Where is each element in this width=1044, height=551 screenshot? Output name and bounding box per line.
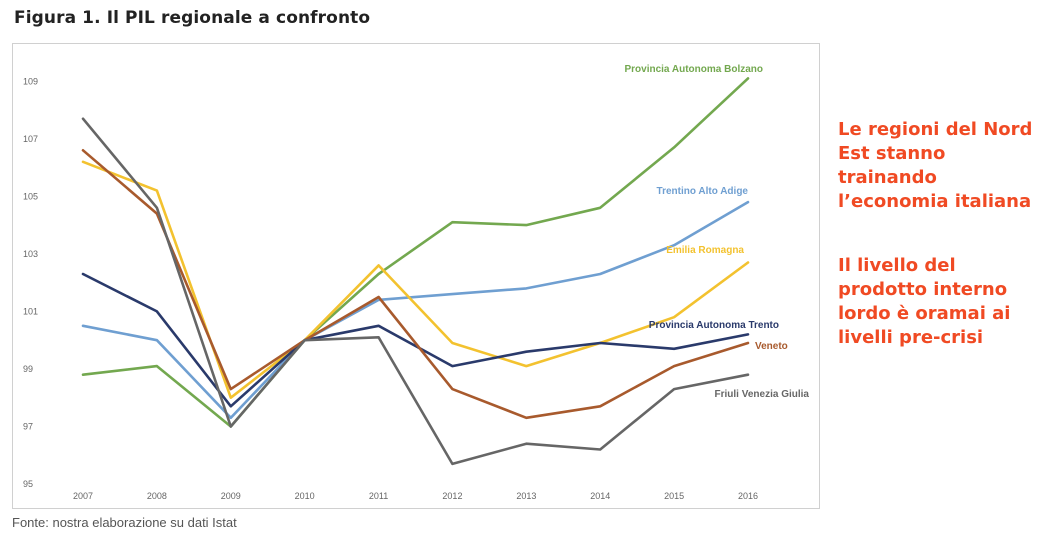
series-label-veneto: Veneto (755, 341, 788, 352)
line-chart: 95 97 99 101 103 105 107 109 2007 2008 2009 2010 201… (23, 64, 810, 501)
x-tick-label: 2012 (442, 491, 462, 501)
y-tick-label: 101 (23, 306, 38, 316)
x-tick-label: 2010 (295, 491, 315, 501)
x-tick-label: 2011 (369, 491, 388, 501)
x-tick-label: 2007 (73, 491, 93, 501)
x-tick-label: 2013 (516, 491, 536, 501)
x-tick-label: 2014 (590, 491, 610, 501)
y-tick-label: 97 (23, 421, 33, 431)
chart-area: 95 97 99 101 103 105 107 109 2007 2008 2009 2010 201… (12, 43, 820, 509)
y-tick-label: 107 (23, 134, 38, 144)
series-line-provincia-autonoma-bolzano (81, 77, 750, 428)
y-tick-label: 95 (23, 479, 33, 489)
series-line-emilia-romagna (81, 160, 750, 400)
series-label-trentino-alto-adige: Trentino Alto Adige (657, 186, 749, 197)
series-label-emilia-romagna: Emilia Romagna (666, 245, 744, 256)
series-label-friuli-venezia-giulia: Friuli Venezia Giulia (715, 389, 810, 400)
x-tick-label: 2016 (738, 491, 758, 501)
series-line-provincia-autonoma-trento (81, 272, 750, 408)
series-line-veneto (81, 149, 750, 420)
series-line-friuli-venezia-giulia (81, 117, 750, 466)
series-line-trentino-alto-adige (81, 200, 750, 420)
sidebar-highlight-1: Le regioni del Nord Est stanno trainando… (838, 119, 1033, 212)
x-tick-label: 2009 (221, 491, 241, 501)
figure-title: Figura 1. Il PIL regionale a confronto (14, 8, 371, 28)
y-tick-label: 105 (23, 191, 38, 201)
source-caption: Fonte: nostra elaborazione su dati Istat (12, 515, 237, 530)
series-label-provincia-autonoma-bolzano: Provincia Autonoma Bolzano (624, 64, 763, 75)
y-tick-label: 99 (23, 364, 33, 374)
x-tick-label: 2015 (664, 491, 684, 501)
y-tick-label: 109 (23, 76, 38, 86)
sidebar-highlight-2: Il livello del prodotto interno lordo è … (838, 255, 1011, 348)
y-tick-label: 103 (23, 249, 38, 259)
x-tick-label: 2008 (147, 491, 167, 501)
series-label-provincia-autonoma-trento: Provincia Autonoma Trento (649, 320, 779, 331)
